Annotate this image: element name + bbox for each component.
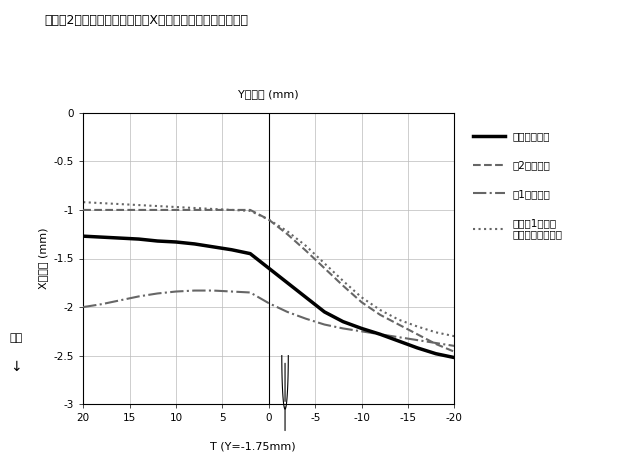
Text: T (Y=-1.75mm): T (Y=-1.75mm): [210, 442, 296, 452]
Text: Y軸方向 (mm): Y軸方向 (mm): [239, 89, 299, 99]
Text: ↓: ↓: [10, 360, 22, 374]
Y-axis label: X軸方向 (mm): X軸方向 (mm): [38, 228, 48, 289]
Text: 鼻側: 鼻側: [10, 333, 22, 344]
Legend: 最終主注視線, 第2主注視線, 第1主注視線, 近似式1により
算出した主注視線: 最終主注視線, 第2主注視線, 第1主注視線, 近似式1により 算出した主注視線: [469, 127, 567, 243]
Text: 実施例2のレンズ上の凸面上のX軸方向変位量（内寄せ量）: 実施例2のレンズ上の凸面上のX軸方向変位量（内寄せ量）: [45, 14, 249, 27]
